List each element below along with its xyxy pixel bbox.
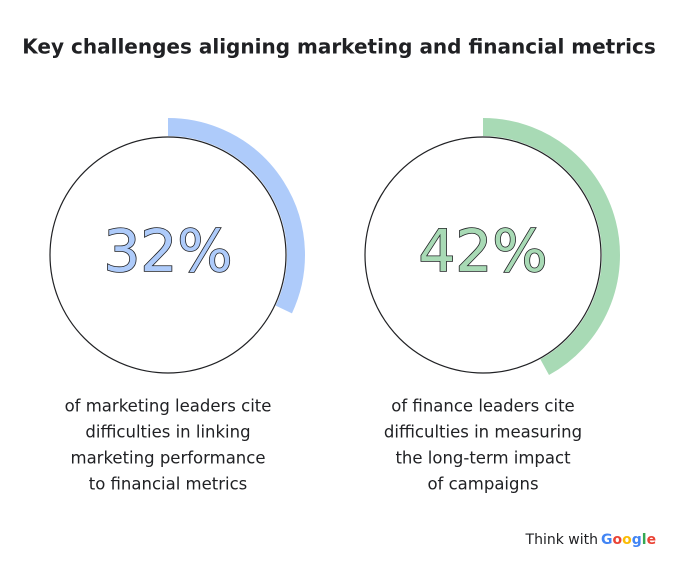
value-label: 32% <box>104 217 233 285</box>
brand-letter: g <box>632 532 642 548</box>
caption-line: of finance leaders cite <box>391 397 574 416</box>
brand-letter: o <box>622 532 632 548</box>
caption-line: to financial metrics <box>89 475 248 494</box>
brand: Google <box>601 532 656 548</box>
footer-text: Think with <box>525 532 598 548</box>
caption-line: the long-term impact <box>395 449 571 468</box>
caption-line: marketing performance <box>71 449 266 468</box>
caption-line: difficulties in measuring <box>384 423 582 442</box>
gauge-arc <box>482 118 620 376</box>
caption-line: of campaigns <box>427 475 538 494</box>
value-label: 42% <box>419 217 548 285</box>
title: Key challenges aligning marketing and fi… <box>22 35 655 59</box>
caption-line: difficulties in linking <box>85 423 250 442</box>
brand-letter: l <box>642 532 647 548</box>
brand-letter: o <box>613 532 623 548</box>
brand-letter: e <box>647 532 657 548</box>
gauge-arc <box>167 118 305 314</box>
footer-brand: Google <box>601 532 656 548</box>
gauge-ring <box>364 136 602 374</box>
brand-letter: G <box>601 532 613 548</box>
gauge-ring <box>49 136 287 374</box>
caption-line: of marketing leaders cite <box>65 397 272 416</box>
